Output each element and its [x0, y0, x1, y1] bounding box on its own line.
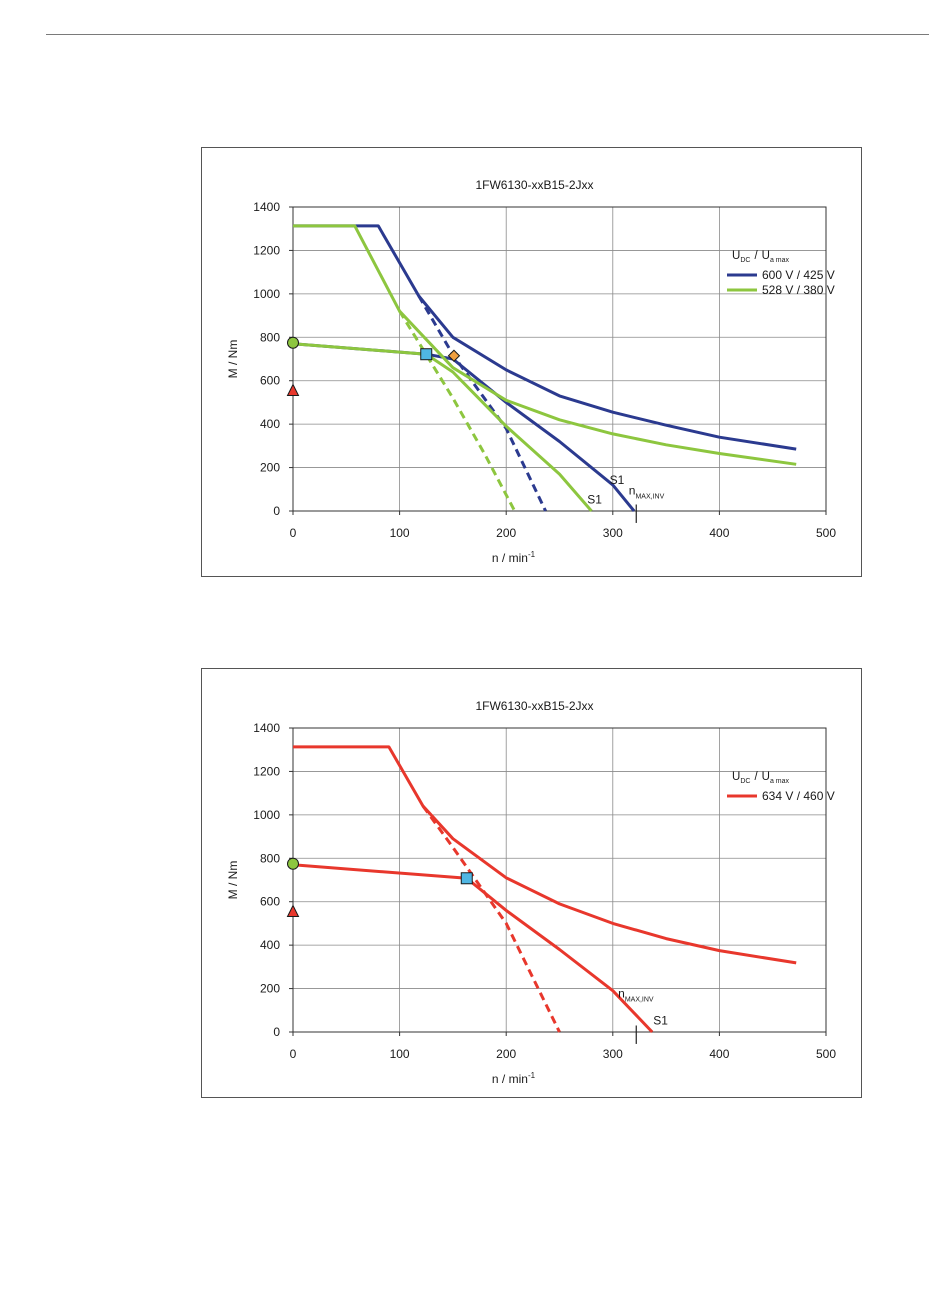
- x-tick-label: 100: [390, 526, 410, 540]
- y-tick-label: 1400: [253, 200, 280, 214]
- y-tick-label: 0: [273, 504, 280, 518]
- x-tick-label: 400: [709, 1047, 729, 1061]
- torque-speed-chart-upper: 1FW6130-xxB15-2Jxx 0 100 200 300 400 500 0 200 40…: [226, 178, 836, 565]
- legend-title-part: U: [732, 771, 740, 783]
- legend-title-part: DC: [740, 778, 750, 785]
- annotation-text: S1: [610, 473, 625, 487]
- chart-frame-lower: 1FW6130-xxB15-2Jxx 0 100 200 300 400 500 0 200 40…: [201, 668, 862, 1098]
- y-tick-label: 200: [260, 461, 280, 475]
- annotation-text: S1: [587, 492, 602, 506]
- annotation-label: nMAX,INV: [618, 987, 654, 1004]
- x-tick-label: 0: [290, 1047, 297, 1061]
- marker-triangle: [286, 383, 300, 396]
- series-line-2: [421, 805, 561, 1033]
- x-tick-label: 300: [603, 1047, 623, 1061]
- legend-entry-label: 600 V / 425 V: [762, 268, 835, 282]
- legend-entry-label: 634 V / 460 V: [762, 789, 835, 803]
- y-tick-label: 800: [260, 851, 280, 865]
- legend-title: UDC / Ua max: [732, 771, 790, 785]
- x-axis-label-text: n / min: [492, 1072, 528, 1086]
- annotation-label: S1: [610, 473, 625, 487]
- annotation-label: nMAX,INV: [629, 484, 665, 501]
- marker-square: [420, 348, 433, 361]
- legend-title-part: /: [754, 771, 758, 783]
- x-axis-label: n / min-1: [492, 1071, 536, 1086]
- x-axis-label: n / min-1: [492, 550, 536, 565]
- legend-title-part: a max: [770, 257, 790, 264]
- x-tick-label: 500: [816, 526, 836, 540]
- torque-speed-chart-lower: 1FW6130-xxB15-2Jxx 0 100 200 300 400 500 0 200 40…: [226, 699, 836, 1086]
- legend-title-part: a max: [770, 778, 790, 785]
- legend-title-part: U: [762, 771, 770, 783]
- marker-circle: [287, 336, 299, 349]
- x-axis-label-superscript: -1: [528, 1071, 536, 1080]
- chart-title: 1FW6130-xxB15-2Jxx: [475, 178, 593, 192]
- marker-triangle: [286, 904, 300, 917]
- x-axis-label-superscript: -1: [528, 550, 536, 559]
- annotation-text: n: [618, 987, 625, 1001]
- y-tick-label: 600: [260, 374, 280, 388]
- y-tick-label: 0: [273, 1025, 280, 1039]
- x-tick-label: 400: [709, 526, 729, 540]
- annotation-label: S1: [587, 492, 602, 506]
- page-header-rule: [46, 34, 929, 35]
- y-tick-label: 400: [260, 417, 280, 431]
- series-line-1: [292, 863, 654, 1034]
- annotation-text: n: [629, 484, 636, 498]
- y-tick-label: 200: [260, 982, 280, 996]
- series-line-3: [293, 224, 797, 466]
- x-tick-label: 100: [390, 1047, 410, 1061]
- chart-frame-upper: 1FW6130-xxB15-2Jxx 0 100 200 300 400 500 0 200 40…: [201, 147, 862, 577]
- chart-title: 1FW6130-xxB15-2Jxx: [475, 699, 593, 713]
- y-tick-label: 1200: [253, 764, 280, 778]
- x-tick-label: 200: [496, 526, 516, 540]
- x-tick-label: 500: [816, 1047, 836, 1061]
- legend-title-part: U: [732, 250, 740, 262]
- y-tick-label: 1200: [253, 243, 280, 257]
- series-line-0: [293, 745, 797, 965]
- x-axis-label-text: n / min: [492, 551, 528, 565]
- marker-circle: [287, 857, 299, 870]
- legend-title-part: DC: [740, 257, 750, 264]
- marker-square: [460, 872, 473, 885]
- marker-diamond: [447, 349, 461, 362]
- series-line-2: [417, 295, 547, 512]
- annotation-label: S1: [653, 1013, 668, 1027]
- legend-title-part: U: [762, 250, 770, 262]
- y-tick-label: 1000: [253, 287, 280, 301]
- y-axis-label: M / Nm: [226, 861, 240, 900]
- x-tick-label: 0: [290, 526, 297, 540]
- x-tick-label: 200: [496, 1047, 516, 1061]
- y-tick-label: 1400: [253, 721, 280, 735]
- annotation-subscript: MAX,INV: [635, 494, 664, 501]
- annotation-text: S1: [653, 1013, 668, 1027]
- series-line-0: [293, 224, 797, 451]
- legend-title: UDC / Ua max: [732, 250, 790, 264]
- annotation-subscript: MAX,INV: [625, 997, 654, 1004]
- plot-area-border: [292, 727, 827, 1033]
- y-axis-label: M / Nm: [226, 340, 240, 379]
- series-line-4: [292, 342, 593, 512]
- legend-entry-label: 528 V / 380 V: [762, 283, 835, 297]
- y-tick-label: 400: [260, 938, 280, 952]
- series-line-5: [398, 310, 517, 512]
- y-tick-label: 800: [260, 330, 280, 344]
- plot-area-border: [292, 206, 827, 512]
- y-tick-label: 1000: [253, 808, 280, 822]
- legend-title-part: /: [754, 250, 758, 262]
- x-tick-label: 300: [603, 526, 623, 540]
- y-tick-label: 600: [260, 895, 280, 909]
